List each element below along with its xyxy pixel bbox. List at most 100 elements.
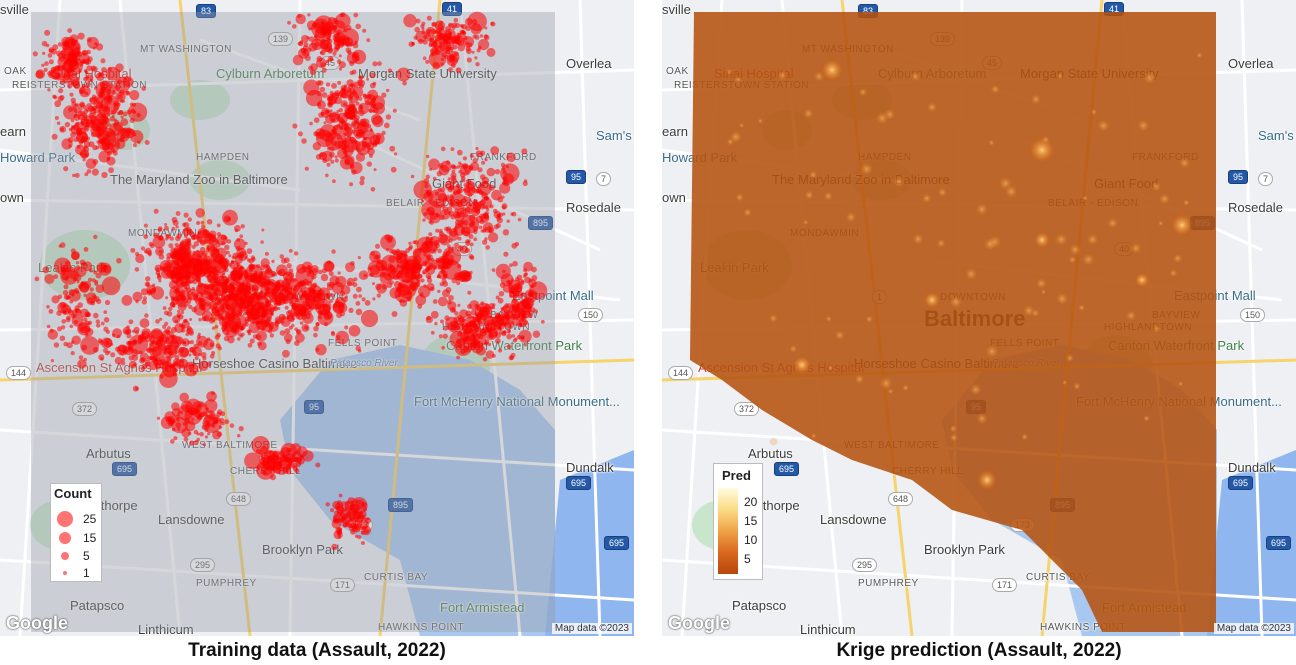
crime-point bbox=[57, 326, 62, 332]
map-label-curtis-bay: CURTIS BAY bbox=[364, 572, 428, 583]
crime-point bbox=[420, 278, 425, 283]
crime-point bbox=[108, 167, 114, 174]
crime-point bbox=[329, 281, 335, 288]
crime-point bbox=[386, 266, 391, 271]
crime-point bbox=[334, 113, 340, 120]
crime-point bbox=[390, 166, 397, 173]
crime-point bbox=[468, 344, 472, 348]
crime-point bbox=[443, 211, 448, 216]
crime-point bbox=[317, 289, 325, 297]
crime-point bbox=[307, 13, 311, 17]
crime-point bbox=[349, 182, 354, 187]
crime-point bbox=[84, 320, 89, 325]
crime-point bbox=[503, 314, 509, 320]
crime-point bbox=[203, 284, 207, 289]
crime-point bbox=[59, 125, 67, 133]
road bbox=[118, 0, 182, 636]
map-label-west-baltimore: WEST BALTIMORE bbox=[182, 440, 278, 451]
crime-point bbox=[89, 287, 94, 292]
crime-point bbox=[223, 267, 227, 272]
crime-point bbox=[132, 110, 137, 114]
crime-point bbox=[341, 132, 347, 138]
hotspot bbox=[982, 236, 998, 252]
hotspot bbox=[1178, 156, 1192, 170]
hotspot bbox=[725, 68, 733, 76]
crime-point bbox=[441, 345, 445, 350]
crime-point bbox=[47, 88, 51, 92]
crime-point bbox=[116, 102, 121, 107]
crime-point bbox=[327, 96, 332, 101]
hotspot bbox=[1068, 242, 1082, 257]
crime-point bbox=[74, 308, 79, 312]
crime-point bbox=[472, 34, 477, 39]
crime-point bbox=[366, 77, 370, 81]
crime-point bbox=[295, 315, 300, 320]
crime-point bbox=[89, 78, 94, 82]
crime-point bbox=[437, 23, 444, 30]
crime-point bbox=[264, 300, 269, 305]
crime-point bbox=[461, 178, 466, 183]
hotspot bbox=[1033, 231, 1051, 249]
hotspot bbox=[1157, 219, 1165, 227]
crime-point bbox=[457, 149, 463, 156]
crime-point bbox=[355, 308, 363, 316]
crime-point bbox=[521, 148, 528, 155]
crime-point bbox=[208, 410, 213, 415]
crime-point bbox=[373, 168, 377, 172]
crime-point bbox=[260, 240, 264, 244]
crime-point bbox=[232, 267, 237, 271]
crime-point bbox=[302, 308, 307, 313]
crime-point bbox=[201, 310, 213, 322]
crime-point bbox=[323, 121, 327, 125]
hotspot bbox=[803, 189, 815, 201]
crime-point bbox=[101, 276, 121, 296]
crime-point bbox=[206, 219, 213, 225]
crime-point bbox=[243, 295, 252, 304]
crime-point bbox=[386, 282, 393, 288]
crime-point bbox=[72, 173, 76, 178]
hotspot bbox=[812, 70, 826, 83]
crime-point bbox=[111, 114, 115, 118]
crime-point bbox=[507, 329, 511, 333]
crime-point bbox=[67, 28, 73, 33]
crime-point bbox=[521, 336, 525, 340]
crime-point bbox=[350, 503, 355, 509]
crime-point bbox=[89, 97, 94, 102]
crime-point bbox=[358, 294, 362, 298]
crime-point bbox=[66, 68, 72, 74]
crime-point bbox=[486, 47, 496, 57]
hotspot bbox=[1090, 108, 1098, 116]
crime-point bbox=[79, 85, 91, 98]
crime-point bbox=[83, 140, 91, 148]
crime-point bbox=[202, 442, 206, 447]
crime-point bbox=[347, 130, 352, 135]
map-label-pumphrey: PUMPHREY bbox=[858, 578, 919, 589]
map-label-mt-washington: MT WASHINGTON bbox=[140, 44, 232, 55]
crime-point bbox=[264, 251, 269, 256]
crime-point bbox=[240, 281, 252, 293]
crime-point bbox=[486, 167, 496, 177]
crime-point bbox=[437, 265, 442, 270]
crime-point bbox=[98, 94, 103, 99]
crime-point bbox=[345, 47, 352, 53]
crime-point bbox=[287, 20, 291, 25]
crime-point bbox=[333, 304, 337, 309]
crime-point bbox=[482, 356, 488, 362]
hotspot bbox=[1142, 414, 1151, 423]
crime-point bbox=[476, 345, 486, 356]
legend-title: Count bbox=[54, 486, 92, 501]
crime-point bbox=[47, 53, 53, 58]
crime-point bbox=[283, 257, 290, 264]
harbor-water bbox=[280, 345, 555, 636]
crime-point bbox=[102, 264, 108, 271]
crime-point bbox=[495, 295, 500, 300]
crime-point bbox=[469, 153, 474, 158]
crime-point bbox=[430, 310, 439, 319]
crime-point bbox=[172, 219, 179, 226]
crime-point bbox=[456, 263, 462, 269]
crime-point bbox=[106, 156, 111, 161]
crime-point bbox=[440, 57, 445, 62]
crime-point bbox=[251, 292, 258, 299]
crime-point bbox=[266, 264, 271, 270]
crime-point bbox=[325, 82, 331, 87]
